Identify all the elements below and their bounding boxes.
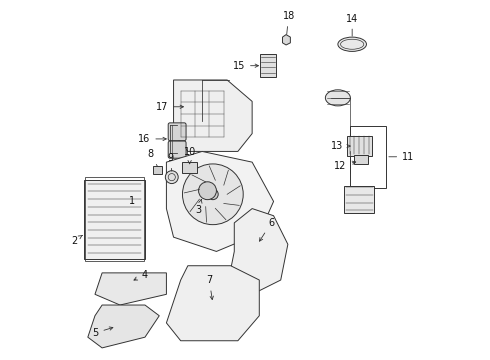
FancyBboxPatch shape: [260, 54, 276, 77]
Text: 4: 4: [134, 270, 147, 280]
Text: 11: 11: [389, 152, 415, 162]
Ellipse shape: [325, 90, 350, 106]
Text: 18: 18: [282, 11, 294, 34]
Text: 14: 14: [346, 14, 358, 36]
Text: 6: 6: [260, 218, 274, 241]
Text: 8: 8: [147, 149, 157, 166]
Polygon shape: [84, 180, 145, 258]
Text: 3: 3: [196, 199, 202, 215]
Polygon shape: [95, 273, 167, 305]
Text: 12: 12: [335, 161, 356, 171]
Text: 7: 7: [206, 275, 214, 300]
FancyBboxPatch shape: [168, 141, 186, 158]
FancyBboxPatch shape: [153, 166, 162, 174]
FancyBboxPatch shape: [347, 136, 372, 156]
Polygon shape: [227, 208, 288, 294]
Text: 2: 2: [71, 235, 82, 246]
Circle shape: [207, 189, 218, 200]
Text: 10: 10: [184, 147, 196, 164]
Polygon shape: [283, 35, 291, 45]
Circle shape: [198, 182, 217, 200]
FancyBboxPatch shape: [168, 123, 186, 141]
Ellipse shape: [338, 37, 367, 51]
Polygon shape: [173, 80, 252, 152]
Text: 1: 1: [129, 197, 136, 206]
Circle shape: [165, 171, 178, 184]
Circle shape: [182, 164, 243, 225]
Text: 13: 13: [331, 141, 350, 151]
Text: 15: 15: [233, 61, 258, 71]
Polygon shape: [88, 305, 159, 348]
Text: 16: 16: [138, 134, 166, 144]
FancyBboxPatch shape: [344, 186, 374, 213]
Polygon shape: [167, 152, 273, 251]
Polygon shape: [167, 266, 259, 341]
Text: 5: 5: [92, 327, 113, 338]
Text: 9: 9: [167, 153, 173, 171]
FancyBboxPatch shape: [182, 162, 197, 173]
Text: 17: 17: [156, 102, 183, 112]
FancyBboxPatch shape: [354, 155, 368, 164]
FancyBboxPatch shape: [185, 91, 219, 122]
